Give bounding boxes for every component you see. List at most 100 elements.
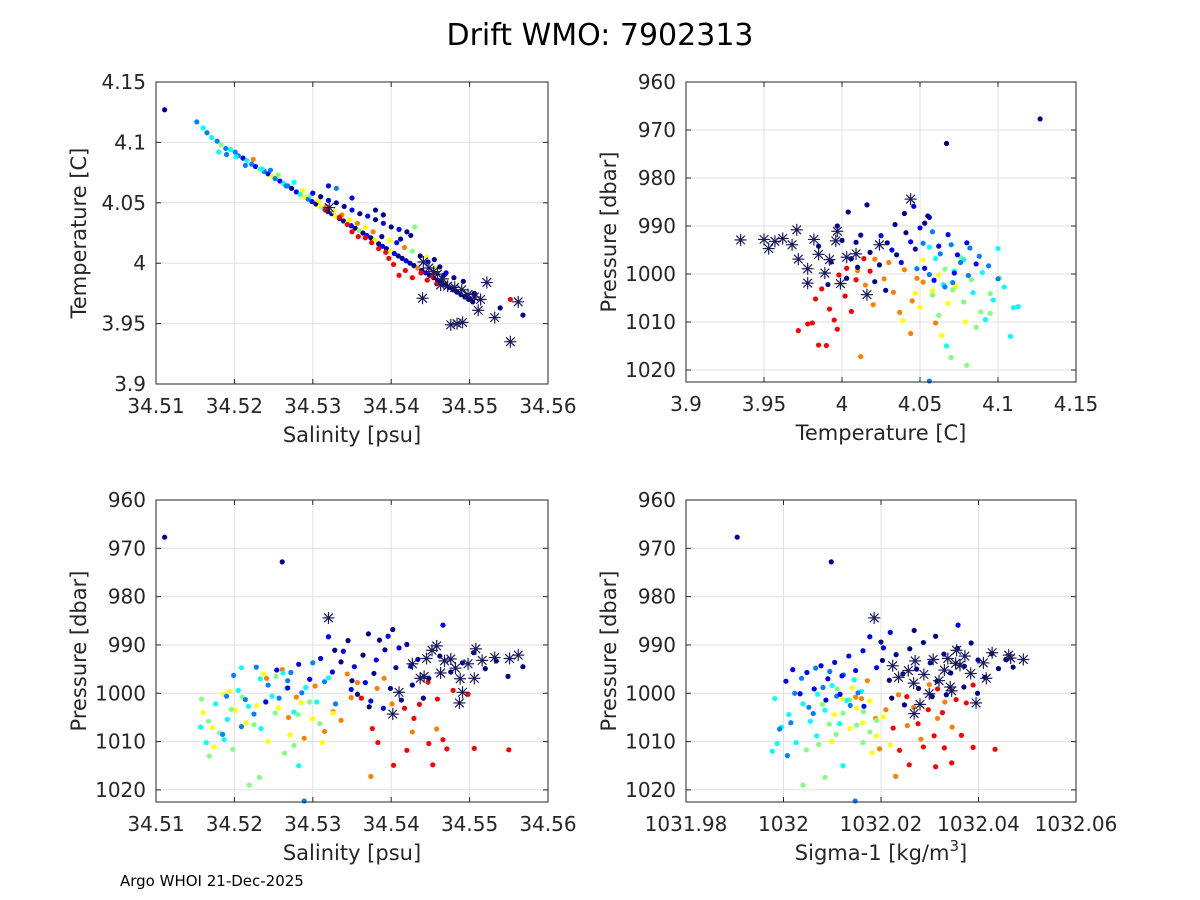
data-point: [380, 212, 386, 218]
x-axis-label: Temperature [C]: [795, 421, 967, 445]
data-point: [390, 626, 396, 633]
data-point: [950, 287, 956, 293]
data-point: [330, 710, 336, 716]
data-point: [965, 272, 971, 279]
data-point: [970, 290, 976, 296]
x-tick-label: 34.51: [127, 812, 184, 836]
data-point: [851, 677, 857, 683]
data-point: [369, 725, 375, 732]
data-point: [380, 705, 386, 711]
data-point: [418, 270, 424, 276]
data-point: [855, 690, 861, 696]
x-tick-label: 3.9: [670, 392, 702, 416]
data-point: [826, 306, 833, 312]
data-point: [854, 705, 860, 711]
data-point: [460, 278, 466, 284]
data-point: [362, 224, 368, 230]
data-point: [839, 673, 845, 679]
data-point: [867, 634, 873, 640]
star-point: [860, 288, 873, 301]
y-tick-label: 1010: [625, 730, 676, 754]
data-point: [942, 266, 948, 272]
data-point: [233, 154, 239, 160]
data-point: [967, 245, 973, 251]
data-point: [908, 239, 914, 245]
data-point: [365, 631, 372, 637]
star-point: [831, 225, 844, 238]
data-point: [931, 277, 937, 283]
data-point: [317, 721, 323, 727]
data-point: [784, 753, 790, 759]
x-tick-label: 1032.04: [937, 812, 1020, 836]
data-point: [352, 225, 358, 231]
data-point: [814, 733, 820, 739]
data-point: [310, 660, 316, 666]
data-point: [922, 265, 928, 271]
star-point: [453, 696, 466, 709]
star-point: [792, 253, 805, 266]
data-point: [809, 320, 815, 326]
data-point: [272, 176, 278, 182]
star-point: [444, 318, 457, 331]
data-point: [505, 673, 511, 679]
data-point: [162, 534, 168, 540]
data-point: [285, 678, 291, 684]
y-tick-label: 960: [638, 70, 676, 94]
data-point: [354, 220, 361, 226]
data-point: [889, 695, 895, 701]
data-point: [853, 667, 859, 674]
data-point: [931, 733, 937, 739]
data-point: [348, 686, 354, 693]
data-point: [223, 145, 229, 152]
data-point: [914, 275, 920, 281]
star-point: [456, 686, 469, 699]
data-point: [411, 263, 417, 269]
data-point: [263, 675, 270, 681]
salinity-pressure-scatter-panel: 34.51 34.52 34.53 34.54 34.55 34.56 960 970 980 9…: [67, 488, 577, 865]
data-point: [958, 732, 965, 738]
data-point: [332, 701, 339, 707]
data-point: [846, 653, 852, 659]
star-point: [917, 668, 930, 681]
data-point: [878, 233, 884, 239]
data-point: [434, 281, 440, 287]
data-point: [368, 698, 374, 704]
star-point: [504, 335, 517, 348]
data-point: [920, 240, 926, 246]
data-point: [253, 664, 259, 670]
data-point: [920, 257, 926, 263]
data-point: [289, 185, 295, 191]
data-point: [349, 229, 355, 235]
data-point: [203, 739, 209, 746]
data-point: [942, 284, 948, 290]
data-point: [853, 239, 859, 245]
star-point: [406, 657, 419, 670]
data-point: [246, 782, 252, 788]
star-point: [923, 687, 936, 700]
data-point: [990, 297, 996, 303]
data-point: [933, 633, 939, 639]
data-point: [281, 750, 288, 756]
data-point: [860, 720, 866, 726]
data-point: [379, 243, 386, 249]
data-point: [381, 675, 387, 681]
data-point: [417, 253, 423, 259]
x-tick-label: 34.56: [519, 812, 576, 836]
data-point: [917, 225, 923, 231]
data-point: [829, 682, 835, 689]
data-point: [209, 134, 215, 141]
data-point: [325, 197, 332, 203]
data-point: [949, 760, 955, 766]
data-point: [884, 240, 890, 246]
star-point: [455, 283, 468, 296]
data-point: [279, 559, 285, 565]
data-point: [336, 214, 343, 220]
data-point: [347, 217, 353, 223]
x-tick-label: 34.55: [441, 812, 498, 836]
data-point: [331, 208, 337, 214]
y-tick-label: 960: [638, 488, 676, 512]
x-tick-label: 34.55: [441, 394, 498, 418]
data-point: [987, 291, 993, 297]
data-point: [934, 715, 941, 722]
data-point: [520, 312, 526, 318]
